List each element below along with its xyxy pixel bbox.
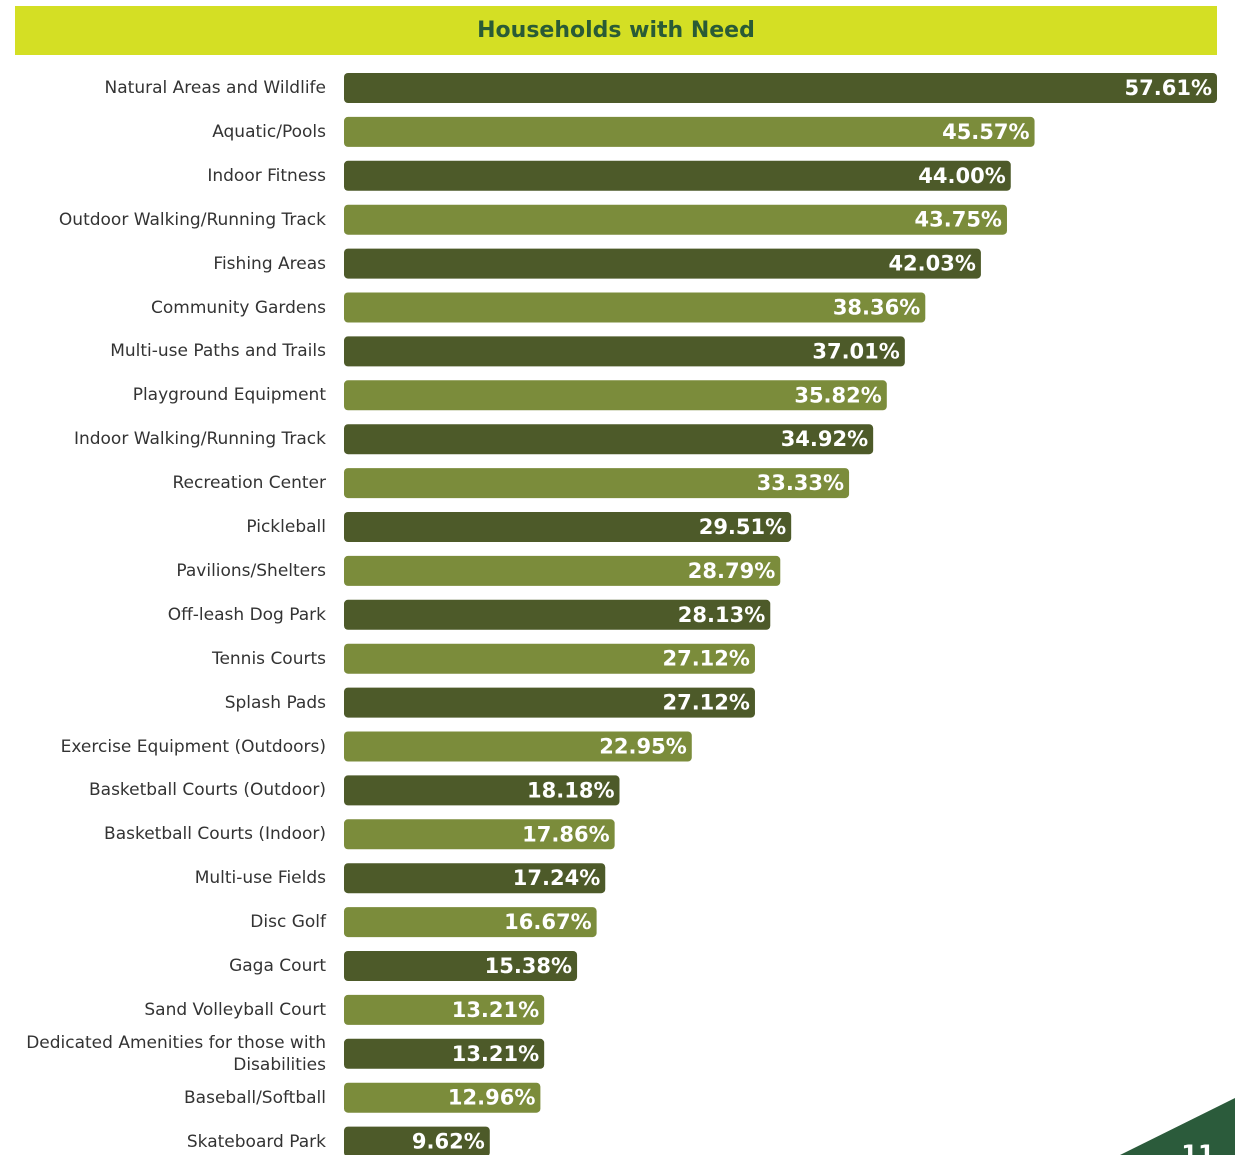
bar: [344, 424, 874, 455]
value-label: 27.12%: [662, 691, 749, 715]
value-label: 44.00%: [918, 164, 1005, 188]
category-label: Basketball Courts (Indoor): [104, 824, 326, 845]
bar: [344, 1082, 541, 1113]
bar: [344, 643, 755, 674]
category-label: Basketball Courts (Outdoor): [89, 780, 326, 801]
value-label: 18.18%: [527, 778, 614, 802]
category-label: Tennis Courts: [211, 648, 326, 669]
category-label: Baseball/Softball: [184, 1087, 326, 1108]
value-label: 35.82%: [794, 383, 881, 407]
category-label: Exercise Equipment (Outdoors): [60, 736, 326, 757]
category-label: Pavilions/Shelters: [176, 560, 326, 581]
bar: [344, 819, 615, 850]
category-label: Sand Volleyball Court: [144, 999, 326, 1020]
category-label: Recreation Center: [172, 473, 326, 494]
bar: [344, 380, 887, 411]
value-label: 15.38%: [485, 954, 572, 978]
chart-title: Households with Need: [15, 6, 1217, 55]
value-label: 38.36%: [833, 296, 920, 320]
page-corner: [1120, 1098, 1235, 1155]
bar: [344, 160, 1011, 191]
category-label: Aquatic/Pools: [212, 121, 326, 142]
bar: [344, 116, 1035, 147]
category-label: Gaga Court: [229, 956, 326, 976]
value-label: 29.51%: [699, 515, 786, 539]
bar: [344, 336, 905, 367]
bar: [344, 863, 606, 894]
category-label: Splash Pads: [224, 692, 326, 713]
category-label: Indoor Walking/Running Track: [73, 429, 326, 450]
bar: [344, 73, 1217, 103]
category-label: Off-leash Dog Park: [167, 604, 326, 625]
category-label: Fishing Areas: [213, 253, 326, 274]
category-label: Multi-use Paths and Trails: [110, 341, 326, 362]
bar: [344, 775, 620, 806]
category-label: Outdoor Walking/Running Track: [58, 209, 326, 230]
category-label: Multi-use Fields: [194, 868, 326, 889]
value-label: 43.75%: [915, 208, 1002, 232]
bar: [344, 599, 771, 630]
value-label: 33.33%: [757, 471, 844, 495]
value-label: 28.13%: [678, 603, 765, 627]
bar: [344, 1038, 545, 1069]
bar: [344, 292, 926, 323]
bar: [344, 555, 781, 586]
bar: [344, 512, 792, 542]
value-label: 22.95%: [599, 735, 686, 759]
bar: [344, 1126, 490, 1155]
bar: [344, 994, 545, 1025]
category-label: Pickleball: [246, 517, 326, 537]
value-label: 13.21%: [452, 998, 539, 1022]
value-label: 37.01%: [812, 339, 899, 363]
value-label: 17.24%: [513, 866, 600, 890]
page-number: 11: [1181, 1140, 1214, 1155]
value-label: 57.61%: [1125, 76, 1212, 100]
bar: [344, 731, 692, 762]
bar: [344, 951, 578, 981]
category-label: Natural Areas and Wildlife: [104, 78, 326, 98]
category-label: Playground Equipment: [132, 385, 326, 406]
value-label: 42.03%: [888, 252, 975, 276]
value-label: 13.21%: [452, 1042, 539, 1066]
category-label: Community Gardens: [151, 297, 326, 318]
bar: [344, 907, 597, 938]
value-label: 12.96%: [448, 1086, 535, 1110]
value-label: 28.79%: [688, 559, 775, 583]
value-label: 34.92%: [781, 427, 868, 451]
bar: [344, 687, 755, 718]
value-label: 27.12%: [662, 647, 749, 671]
category-label: Disc Golf: [250, 912, 326, 933]
category-label: Dedicated Amenities for those with Disab…: [26, 1032, 326, 1075]
bar: [344, 248, 981, 279]
bar: [344, 468, 850, 499]
value-label: 17.86%: [522, 822, 609, 846]
category-label: Skateboard Park: [186, 1131, 326, 1152]
value-label: 45.57%: [942, 120, 1029, 144]
value-label: 9.62%: [412, 1130, 485, 1154]
value-label: 16.67%: [504, 910, 591, 934]
bar: [344, 204, 1007, 235]
category-label: Indoor Fitness: [207, 165, 326, 186]
